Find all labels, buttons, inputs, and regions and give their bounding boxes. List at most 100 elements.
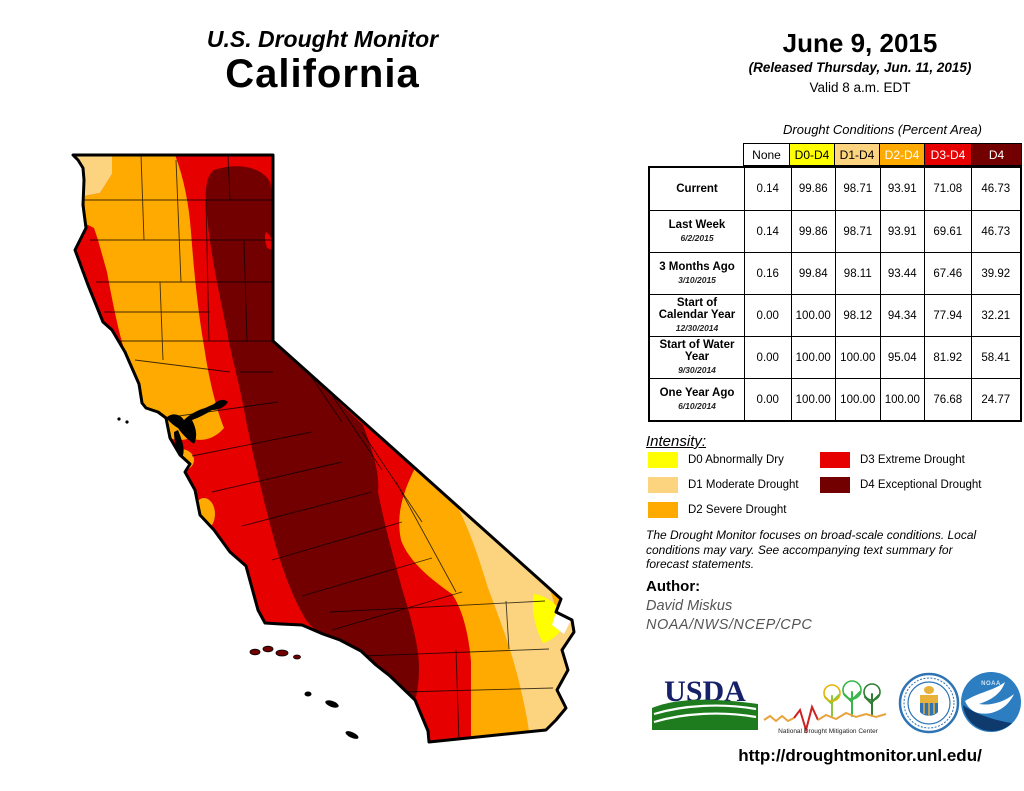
drought-table-body: Current 0.14 99.86 98.71 93.91 71.08 46.73 Last… (648, 166, 1022, 422)
disclaimer-text: The Drought Monitor focuses on broad-sca… (646, 528, 977, 571)
map-valid-time: Valid 8 a.m. EDT (809, 80, 911, 95)
sf-bay-delta-water (166, 399, 228, 458)
commerce-seal-logo (898, 672, 960, 734)
california-drought-map (71, 153, 576, 744)
table-row: Start of Water Year 9/30/2014 0.00 100.00 10… (650, 336, 1020, 378)
legend-label-d3: D3 Extreme Drought (860, 454, 965, 466)
table-cell: 100.00 (835, 337, 880, 378)
table-cell: 0.14 (744, 168, 791, 210)
table-cell: 0.00 (744, 337, 791, 378)
legend-title: Intensity: (646, 433, 707, 450)
page-title: U.S. Drought Monitor (206, 26, 439, 52)
table-cell: 98.71 (835, 168, 880, 210)
table-cell: 99.84 (790, 253, 836, 294)
table-cell: 0.16 (744, 253, 791, 294)
legend-item-d3: D3 Extreme Drought (820, 452, 965, 468)
row-label: 3 Months Ago 3/10/2015 (659, 261, 735, 285)
legend-swatch-d2 (648, 502, 678, 518)
table-row: 3 Months Ago 3/10/2015 0.16 99.84 98.11 93.44… (650, 252, 1020, 294)
table-cell: 93.91 (879, 168, 925, 210)
drought-table-header: None D0-D4 D1-D4 D2-D4 D3-D4 D4 (743, 143, 1022, 166)
table-cell: 100.00 (790, 379, 836, 420)
state-title: California (225, 52, 420, 96)
row-label: One Year Ago 6/10/2014 (659, 387, 735, 411)
table-cell: 99.86 (790, 168, 836, 210)
table-cell: 76.68 (924, 379, 971, 420)
column-header-none: None (743, 143, 790, 166)
table-cell: 81.92 (924, 337, 971, 378)
legend-item-d0: D0 Abnormally Dry (648, 452, 784, 468)
table-cell: 58.41 (970, 337, 1020, 378)
table-row: Current 0.14 99.86 98.71 93.91 71.08 46.73 (650, 168, 1020, 210)
map-region-d0-southeast (533, 594, 567, 643)
table-cell: 98.12 (835, 295, 880, 336)
map-released-date: (Released Thursday, Jun. 11, 2015) (748, 60, 972, 75)
noaa-bird-icon (965, 682, 1014, 714)
legend-column-right: D3 Extreme Drought D4 Exceptional Drought (820, 452, 1020, 532)
row-label: Current (676, 183, 718, 195)
table-cell: 100.00 (790, 337, 836, 378)
table-cell: 98.71 (835, 211, 880, 252)
legend-swatch-d4 (820, 477, 850, 493)
legend-swatch-d0 (648, 452, 678, 468)
noaa-logo-text: NOAA (981, 681, 1001, 687)
table-cell: 100.00 (879, 379, 925, 420)
table-row: One Year Ago 6/10/2014 0.00 100.00 100.00 100… (650, 378, 1020, 420)
map-region-d2-north (84, 155, 224, 441)
row-label: Start of Water Year 9/30/2014 (659, 339, 735, 375)
column-header-d2-d4: D2-D4 (880, 143, 925, 166)
column-header-d3-d4: D3-D4 (925, 143, 972, 166)
legend-item-d4: D4 Exceptional Drought (820, 477, 981, 493)
table-cell: 0.00 (744, 295, 791, 336)
table-cell: 100.00 (835, 379, 880, 420)
table-cell: 69.61 (924, 211, 971, 252)
row-label: Start of Calendar Year 12/30/2014 (658, 297, 736, 333)
table-cell: 0.14 (744, 211, 791, 252)
table-cell: 0.00 (744, 379, 791, 420)
table-cell: 24.77 (970, 379, 1020, 420)
noaa-logo: NOAA (961, 672, 1021, 732)
row-label: Last Week 6/2/2015 (668, 219, 726, 243)
legend-swatch-d3 (820, 452, 850, 468)
county-boundaries (84, 155, 554, 742)
table-cell: 93.91 (879, 211, 925, 252)
seal-eagle-icon (924, 686, 934, 694)
map-region-d4-main (205, 166, 419, 708)
table-cell: 94.34 (879, 295, 925, 336)
ndmc-squiggle-icon (763, 704, 887, 734)
channel-islands (117, 417, 359, 739)
table-row: Start of Calendar Year 12/30/2014 0.00 100.… (650, 294, 1020, 336)
legend-label-d1: D1 Moderate Drought (688, 479, 799, 491)
column-header-d1-d4: D1-D4 (835, 143, 880, 166)
table-cell: 71.08 (924, 168, 971, 210)
table-cell: 99.86 (790, 211, 836, 252)
author-org: NOAA/NWS/NCEP/CPC (646, 617, 813, 633)
table-cell: 98.11 (835, 253, 880, 294)
table-cell: 39.92 (970, 253, 1020, 294)
droughtmonitor-url[interactable]: http://droughtmonitor.unl.edu/ (738, 746, 982, 765)
map-region-d3-border-sliver (264, 232, 273, 250)
column-header-d0-d4: D0-D4 (790, 143, 835, 166)
column-header-d4: D4 (972, 143, 1022, 166)
table-row: Last Week 6/2/2015 0.14 99.86 98.71 93.91 69.6… (650, 210, 1020, 252)
map-region-d1-southeast (456, 504, 574, 740)
ndmc-trees-icon (823, 680, 881, 717)
legend-column-left: D0 Abnormally Dry D1 Moderate Drought D2 S… (648, 452, 818, 532)
table-caption: Drought Conditions (Percent Area) (783, 122, 982, 137)
table-cell: 77.94 (924, 295, 971, 336)
table-cell: 32.21 (970, 295, 1020, 336)
ndmc-logo-caption: National Drought Mitigation Center (778, 728, 879, 735)
author-heading: Author: (646, 578, 701, 595)
state-outline (71, 153, 576, 744)
table-cell: 46.73 (970, 211, 1020, 252)
table-cell: 100.00 (790, 295, 836, 336)
legend-label-d4: D4 Exceptional Drought (860, 479, 982, 491)
legend-label-d2: D2 Severe Drought (688, 504, 787, 516)
table-cell: 67.46 (924, 253, 971, 294)
legend-item-d2: D2 Severe Drought (648, 502, 786, 518)
ndmc-logo: National Drought Mitigation Center (763, 680, 887, 735)
table-cell: 46.73 (970, 168, 1020, 210)
legend-item-d1: D1 Moderate Drought (648, 477, 799, 493)
table-cell: 93.44 (879, 253, 925, 294)
